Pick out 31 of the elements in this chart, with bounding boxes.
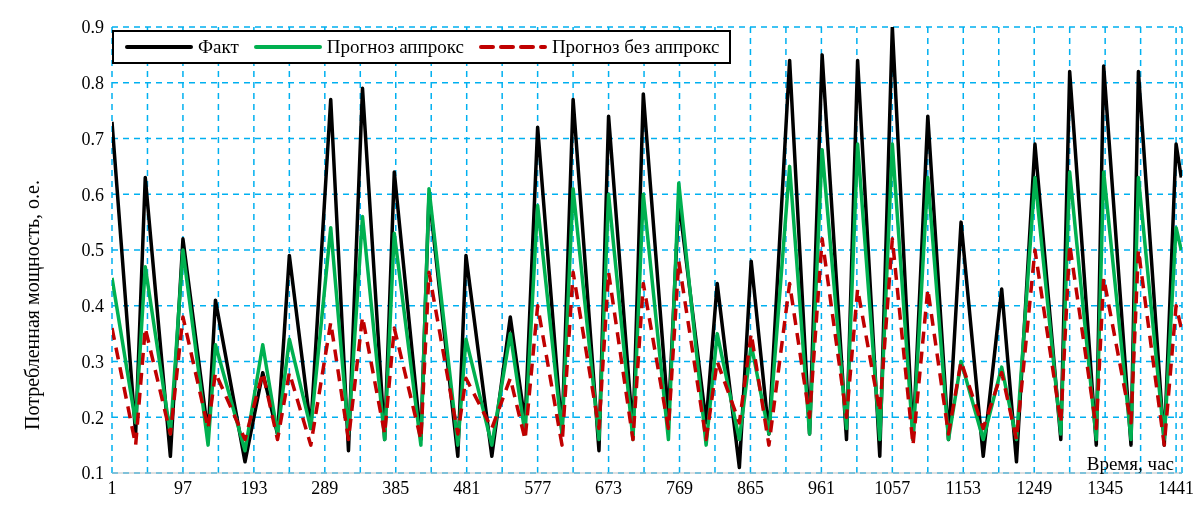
x-tick-label: 1249 [1016, 477, 1053, 498]
y-tick-label: 0.6 [81, 184, 104, 205]
x-tick-label: 961 [807, 477, 835, 498]
y-tick-label: 0.3 [81, 351, 104, 372]
legend-label: Прогноз аппрокс [326, 36, 464, 58]
x-tick-label: 1153 [945, 477, 981, 498]
y-axis-title: Потребленная мощность, о.е. [21, 180, 45, 430]
x-tick-label: 1057 [874, 477, 911, 498]
y-tick-label: 0.7 [81, 128, 104, 149]
y-tick-label: 0.4 [81, 296, 104, 317]
y-tick-label: 0.9 [81, 17, 104, 38]
x-tick-label: 193 [240, 477, 268, 498]
x-tick-label: 1345 [1087, 477, 1124, 498]
x-axis-title: Время, час [1085, 453, 1175, 475]
x-tick-label: 1 [107, 477, 117, 498]
y-tick-label: 0.2 [81, 407, 104, 428]
x-tick-label: 1441 [1158, 477, 1195, 498]
y-tick-label: 0.1 [81, 463, 104, 484]
x-tick-label: 865 [736, 477, 764, 498]
x-tick-label: 385 [382, 477, 410, 498]
x-tick-label: 577 [524, 477, 552, 498]
x-tick-label: 289 [311, 477, 339, 498]
y-tick-label: 0.8 [81, 73, 104, 94]
x-tick-label: 673 [595, 477, 623, 498]
legend-label: Прогноз без аппрокс [551, 36, 720, 58]
x-tick-label: 481 [453, 477, 481, 498]
x-tick-label: 97 [173, 477, 192, 498]
legend-label: Факт [198, 36, 239, 58]
y-tick-label: 0.5 [81, 240, 104, 261]
line-series [112, 237, 1182, 447]
x-tick-label: 769 [666, 477, 694, 498]
